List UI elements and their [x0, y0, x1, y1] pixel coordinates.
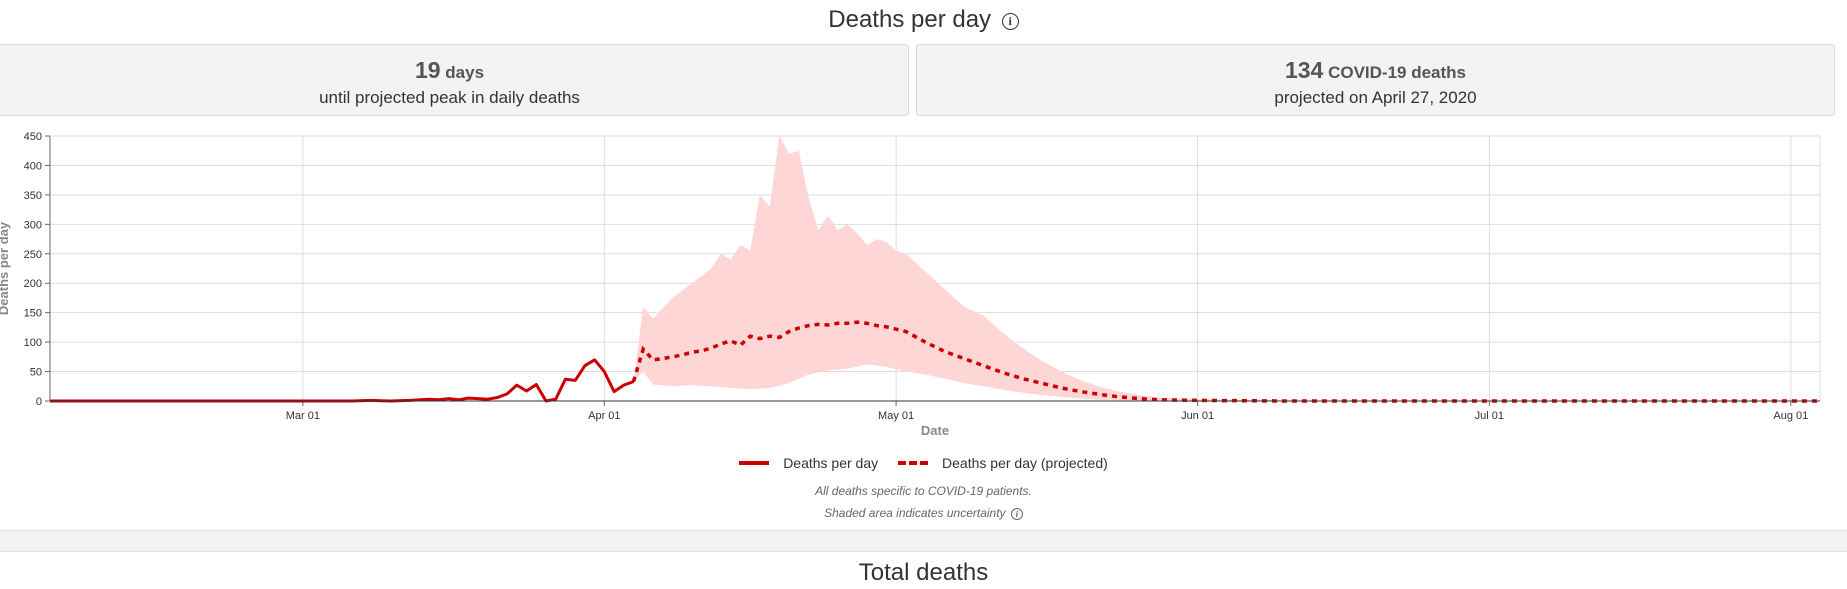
legend-item-actual[interactable]: Deaths per day [739, 455, 878, 471]
uncertainty-info-icon[interactable]: i [1010, 508, 1023, 520]
y-tick-label: 100 [24, 337, 42, 349]
legend-swatch-solid [739, 461, 770, 465]
uncertainty-note-text: Shaded area indicates uncertainty [824, 506, 1006, 520]
y-tick-label: 450 [24, 131, 42, 143]
y-tick-label: 50 [30, 367, 42, 379]
legend-label-actual: Deaths per day [783, 455, 879, 471]
x-tick-label: Apr 01 [588, 410, 620, 422]
peak-days-unit: days [445, 63, 485, 82]
section-divider [0, 530, 1847, 552]
x-tick-labels: Mar 01 Apr 01 May 01 Jun 01 Jul 01 Aug 01 [286, 410, 1809, 422]
x-tick-label: Aug 01 [1773, 410, 1808, 422]
deaths-per-day-chart[interactable]: 0 50 100 150 200 250 300 350 400 450 Mar 01 Apr 01… [0, 124, 1847, 454]
x-tick-label: Mar 01 [286, 410, 320, 422]
peak-days-value: 19 [414, 57, 441, 83]
projected-deaths-card: 134 COVID-19 deaths projected on April 2… [916, 44, 1835, 116]
x-tick-label: May 01 [878, 410, 914, 422]
legend-item-projected[interactable]: Deaths per day (projected) [898, 455, 1108, 471]
y-tick-label: 250 [24, 249, 42, 261]
chart-note-uncertainty: Shaded area indicates uncertainty i [0, 506, 1847, 520]
x-tick-label: Jul 01 [1475, 410, 1504, 422]
y-tick-label: 350 [24, 190, 42, 202]
next-section-title: Total deaths [858, 559, 989, 586]
projected-deaths-unit: COVID-19 deaths [1328, 63, 1467, 82]
y-tick-label: 0 [36, 396, 42, 408]
y-axis-label: Deaths per day [0, 221, 11, 315]
page-title-text: Deaths per day [828, 6, 992, 33]
chart-note-deaths: All deaths specific to COVID-19 patients… [815, 484, 1032, 498]
y-tick-label: 400 [24, 160, 42, 172]
x-tick-label: Jun 01 [1181, 410, 1214, 422]
info-icon[interactable]: i [1001, 13, 1019, 30]
projected-deaths-value: 134 [1284, 57, 1324, 83]
y-tick-label: 150 [24, 308, 42, 320]
page-title: Deaths per day i [0, 4, 1847, 36]
y-tick-label: 200 [24, 278, 42, 290]
chart-legend: Deaths per day Deaths per day (projected… [0, 452, 1847, 471]
legend-swatch-dashed [898, 461, 929, 465]
legend-label-projected: Deaths per day (projected) [942, 455, 1108, 471]
projected-deaths-caption: projected on April 27, 2020 [1274, 88, 1477, 107]
uncertainty-band [633, 136, 1820, 401]
peak-days-card: 19 days until projected peak in daily de… [0, 44, 909, 116]
y-tick-labels: 0 50 100 150 200 250 300 350 400 450 [24, 131, 42, 408]
y-tick-label: 300 [24, 219, 42, 231]
peak-days-caption: until projected peak in daily deaths [319, 88, 580, 107]
series-line-actual[interactable] [50, 358, 635, 403]
x-axis-label: Date [921, 423, 949, 438]
